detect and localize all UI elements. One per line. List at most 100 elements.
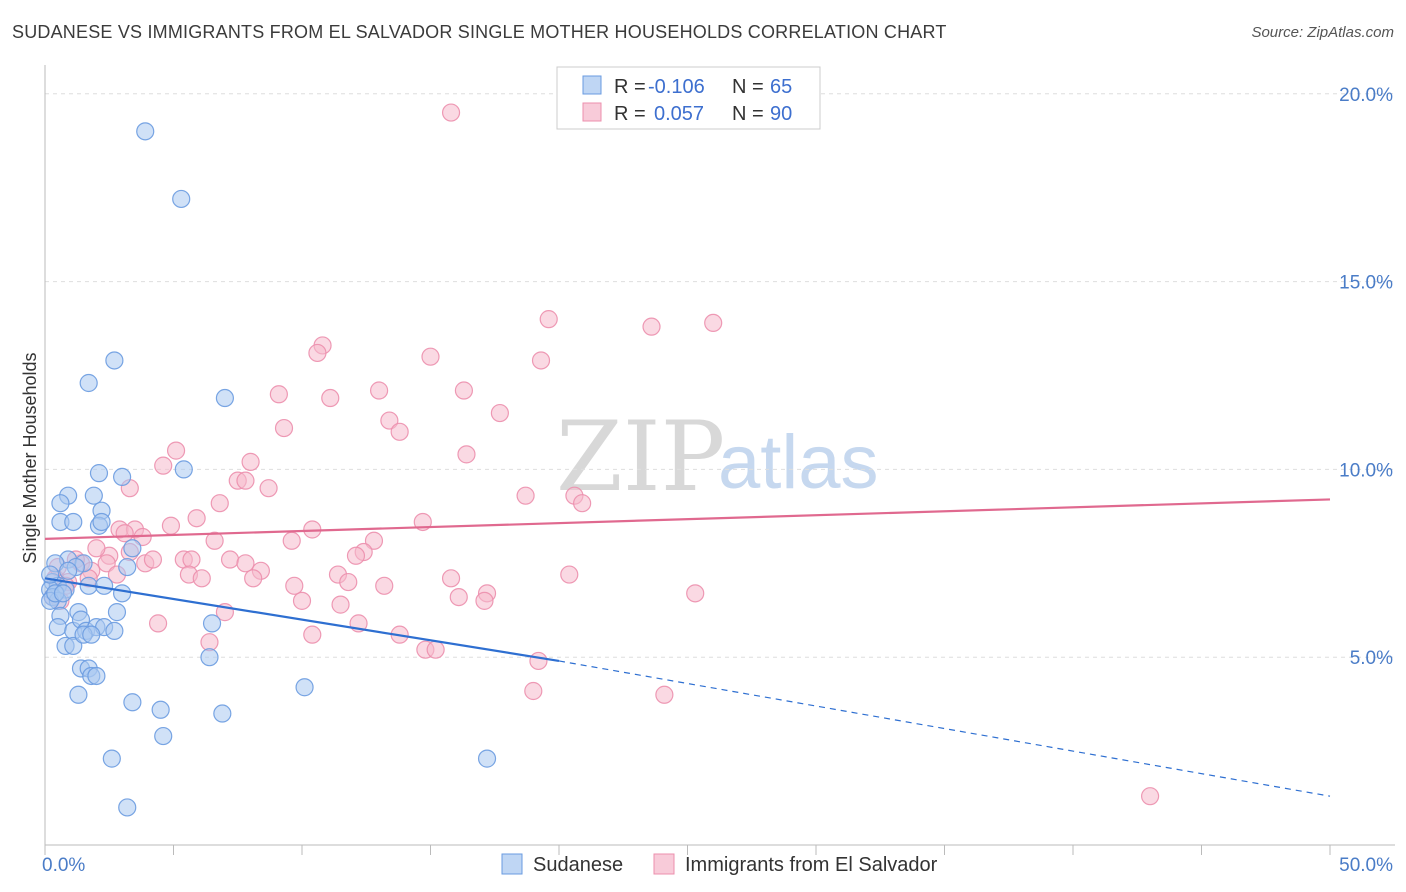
el-salvador-point-63 [375,576,394,595]
el-salvador-point-12 [490,403,509,423]
el-salvador-point-73 [148,614,168,633]
el-salvador-point-0 [441,103,461,122]
el-salvador-point-2 [642,317,661,336]
x-tick-label-1: 50.0% [1339,855,1393,876]
el-salvador-point-28 [187,509,206,528]
y-tick-label-2: 15.0% [1339,273,1393,294]
el-salvador-point-13 [380,411,399,430]
el-salvador-point-23 [259,479,278,498]
el-salvador-point-15 [390,422,409,441]
sudanese-point-59 [118,798,137,817]
y-tick-labels: 5.0% 10.0% 15.0% 20.0% [1339,85,1393,669]
el-salvador-point-81 [524,681,543,701]
chart-title: SUDANESE VS IMMIGRANTS FROM EL SALVADOR … [12,22,947,42]
sudanese-point-40 [105,621,124,641]
el-salvador-point-56 [441,569,461,588]
sudanese-point-16 [123,539,142,558]
sudanese-point-58 [477,749,497,768]
el-salvador-point-34 [115,524,134,543]
el-salvador-point-1 [539,310,558,329]
bottom-legend-label-el-salvador: Immigrants from El Salvador [685,854,938,876]
el-salvador-point-10 [269,385,288,404]
el-salvador-point-43 [97,554,116,573]
el-salvador-point-65 [475,591,494,610]
sudanese-point-27 [112,584,132,603]
el-salvador-point-52 [192,569,211,588]
el-salvador-point-37 [282,531,301,550]
sudanese-point-54 [213,704,232,723]
series-sudanese-points [41,122,497,817]
y-tick-label-1: 10.0% [1339,460,1393,481]
el-salvador-point-53 [244,569,263,588]
el-salvador-point-38 [364,531,384,550]
el-salvador-point-67 [686,584,705,603]
sudanese-point-4 [215,388,234,408]
el-salvador-point-48 [220,550,240,569]
sudanese-point-57 [102,749,121,768]
legend: R = -0.106 N = 65 R = 0.057 N = 90 [556,66,821,130]
el-salvador-point-3 [704,313,723,333]
el-salvador-point-68 [292,591,312,610]
legend-n-label-el-salvador: N = [732,103,764,125]
sudanese-point-7 [174,460,193,479]
el-salvador-point-27 [210,494,229,513]
watermark-atlas: atlas [718,420,879,505]
el-salvador-point-36 [205,531,224,550]
sudanese-point-13 [64,512,83,532]
el-salvador-point-26 [573,494,592,513]
el-salvador-point-6 [421,347,440,366]
sudanese-point-15 [92,512,111,532]
sudanese-point-9 [84,486,103,505]
legend-r-value-el-salvador: 0.057 [654,103,704,125]
sudanese-point-45 [82,625,101,644]
bottom-legend-label-sudanese: Sudanese [533,854,623,876]
y-axis-label: Single Mother Households [20,352,40,563]
el-salvador-point-47 [182,550,201,569]
el-salvador-point-83 [1140,787,1160,806]
sudanese-point-10 [51,494,70,513]
el-salvador-point-16 [166,441,186,460]
el-salvador-point-78 [426,640,445,659]
watermark: ZIP atlas [556,401,879,513]
el-salvador-point-66 [449,587,468,607]
el-salvador-point-21 [236,471,255,490]
legend-n-value-sudanese: 65 [770,76,792,98]
sudanese-point-2 [105,351,124,370]
legend-swatch-el-salvador [582,102,602,122]
sudanese-point-1 [172,189,191,209]
sudanese-point-53 [151,700,170,719]
sudanese-trend-solid [44,577,560,663]
y-tick-label-0: 5.0% [1350,648,1393,669]
sudanese-point-46 [200,648,219,667]
x-tick-labels: 0.0% 50.0% [42,855,1393,876]
el-salvador-point-24 [516,486,535,505]
sudanese-point-51 [69,685,88,704]
legend-n-value-el-salvador: 90 [770,103,792,125]
sudanese-point-5 [89,464,109,483]
el-salvador-point-19 [241,452,260,471]
el-salvador-point-9 [454,381,474,400]
chart-source: Source: ZipAtlas.com [1251,24,1394,41]
el-salvador-point-57 [560,565,579,584]
sudanese-point-6 [112,467,132,487]
el-salvador-point-18 [154,456,173,475]
el-salvador-trend [44,498,1331,540]
sudanese-point-33 [107,603,127,622]
sudanese-point-0 [136,122,155,141]
el-salvador-point-40 [346,546,366,565]
el-salvador-point-87 [87,539,106,558]
sudanese-point-43 [64,636,83,656]
trend-lines [44,498,1331,797]
sudanese-point-3 [79,373,98,393]
bottom-legend: Sudanese Immigrants from El Salvador [501,853,938,876]
el-salvador-point-82 [655,685,674,704]
el-salvador-point-17 [457,445,476,464]
legend-r-label-el-salvador: R = [614,103,646,125]
el-salvador-point-75 [303,625,322,644]
sudanese-trend-dashed [558,660,1331,797]
sudanese-point-19 [118,557,137,577]
el-salvador-point-5 [308,343,327,363]
sudanese-point-50 [87,666,106,686]
sudanese-point-41 [202,614,222,633]
